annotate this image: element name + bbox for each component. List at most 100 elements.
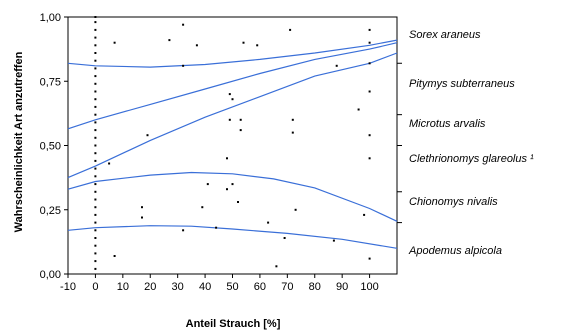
curve-clethrionomys-glareolus-chionomys-nivalis — [67, 171, 398, 222]
data-points — [94, 16, 371, 270]
data-point — [94, 16, 97, 18]
legend-label: Microtus arvalis — [409, 118, 486, 130]
data-point — [94, 229, 97, 232]
data-point — [182, 229, 185, 232]
data-point — [294, 208, 297, 211]
data-point — [94, 136, 97, 139]
data-point — [94, 159, 97, 162]
data-point — [94, 67, 97, 70]
data-point — [94, 121, 97, 124]
data-point — [256, 44, 259, 47]
data-point — [368, 62, 371, 65]
data-point — [94, 36, 97, 39]
data-point — [94, 75, 97, 78]
plot-frame — [67, 16, 398, 275]
regression-curves — [67, 39, 398, 249]
data-point — [363, 213, 366, 216]
data-point — [113, 255, 116, 257]
curve-pitymys-subterraneus — [67, 42, 398, 130]
x-axis-label: Anteil Strauch [%] — [186, 318, 281, 330]
data-point — [94, 52, 97, 54]
data-point — [146, 134, 149, 137]
legend-label: Chionomys nivalis — [409, 196, 498, 208]
data-point — [231, 183, 234, 186]
data-point — [226, 157, 228, 160]
data-point — [228, 93, 231, 96]
data-point — [242, 41, 245, 44]
species-legend: Sorex araneus Pitymys subterraneus Microtu… — [397, 29, 534, 257]
data-point — [291, 131, 294, 134]
data-point — [94, 237, 97, 239]
curve-apodemus-alpicola — [67, 225, 398, 249]
y-axis: 0,00 0,25 0,50 0,75 1,00 — [40, 12, 68, 281]
data-point — [141, 206, 143, 209]
y-axis-label: Wahrscheinlichkeit Art anzutreffen — [13, 51, 25, 232]
x-tick-label: 80 — [309, 281, 321, 293]
x-axis: -10 0 10 20 30 40 50 60 70 80 90 100 — [60, 274, 379, 293]
y-tick-label: 0,25 — [40, 205, 61, 217]
x-tick-label: 40 — [199, 281, 211, 293]
data-point — [357, 108, 360, 111]
y-tick-label: 0,50 — [40, 141, 61, 153]
curve-microtus-arvalis — [67, 52, 398, 179]
data-point — [94, 105, 97, 108]
curve-sorex-araneus — [67, 39, 398, 68]
data-point — [108, 162, 111, 165]
data-point — [94, 152, 97, 155]
data-point — [94, 90, 97, 93]
data-point — [368, 157, 371, 160]
data-point — [201, 206, 204, 209]
data-point — [267, 221, 270, 224]
x-tick-label: 100 — [360, 281, 378, 293]
x-tick-label: 20 — [144, 281, 156, 293]
data-point — [94, 213, 97, 216]
x-tick-label: 60 — [254, 281, 266, 293]
x-tick-label: 10 — [117, 281, 129, 293]
y-tick-label: 0,00 — [40, 269, 61, 281]
data-point — [94, 260, 97, 263]
data-point — [94, 190, 97, 193]
data-point — [182, 64, 185, 67]
plot-border — [67, 16, 398, 275]
data-point — [195, 44, 198, 47]
data-point — [94, 44, 97, 47]
data-point — [94, 198, 97, 201]
data-point — [94, 21, 97, 24]
x-tick-label: 50 — [226, 281, 238, 293]
data-point — [368, 28, 371, 31]
data-point — [335, 64, 338, 67]
data-point — [94, 221, 97, 224]
data-point — [94, 59, 97, 62]
x-tick-label: 0 — [92, 281, 98, 293]
data-point — [94, 82, 97, 85]
data-point — [226, 188, 228, 191]
data-point — [182, 23, 185, 26]
data-point — [94, 144, 97, 147]
data-point — [94, 113, 97, 116]
data-point — [168, 39, 171, 42]
legend-label: Pitymys subterraneus — [409, 78, 515, 90]
data-point — [283, 237, 286, 239]
x-tick-label: 30 — [172, 281, 184, 293]
data-point — [368, 41, 371, 44]
x-tick-label: -10 — [60, 281, 76, 293]
data-point — [289, 28, 292, 31]
data-point — [141, 216, 143, 219]
data-point — [94, 28, 97, 31]
data-point — [239, 129, 242, 132]
data-point — [94, 175, 97, 178]
data-point — [94, 98, 97, 101]
x-tick-label: 90 — [336, 281, 348, 293]
data-point — [94, 129, 97, 132]
data-point — [206, 183, 209, 186]
y-tick-label: 0,75 — [40, 76, 61, 88]
data-point — [94, 183, 97, 186]
legend-label: Sorex araneus — [409, 29, 481, 41]
data-point — [94, 167, 97, 170]
data-point — [94, 244, 97, 247]
data-point — [368, 134, 371, 137]
data-point — [231, 98, 234, 101]
data-point — [94, 252, 97, 255]
data-point — [332, 239, 335, 242]
